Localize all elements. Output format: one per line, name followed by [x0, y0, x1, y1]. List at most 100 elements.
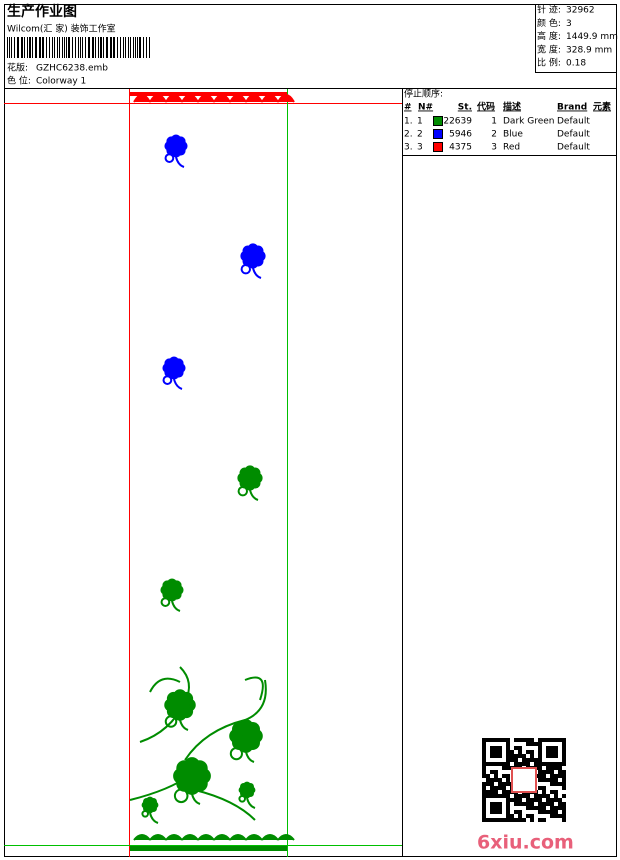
qr-module: [494, 818, 498, 822]
qr-module: [482, 802, 486, 806]
qr-module: [562, 750, 566, 754]
bar-stripe: [78, 37, 79, 58]
lace: [181, 834, 199, 841]
lace: [133, 834, 151, 841]
qr-module: [486, 790, 490, 794]
qr-module: [534, 742, 538, 746]
qr-module: [502, 786, 506, 790]
qr-module: [498, 806, 502, 810]
bar-stripe: [113, 37, 115, 58]
qr-module: [506, 766, 510, 770]
qr-module: [490, 762, 494, 766]
qr-module: [518, 798, 522, 802]
qr-module: [550, 810, 554, 814]
qr-module: [534, 798, 538, 802]
qr-module: [486, 818, 490, 822]
qr-module: [494, 806, 498, 810]
qr-module: [538, 758, 542, 762]
qr-module: [530, 814, 534, 818]
qr-module: [502, 782, 506, 786]
qr-module: [530, 818, 534, 822]
qr-module: [502, 738, 506, 742]
qr-module: [482, 790, 486, 794]
lace: [197, 834, 215, 841]
qr-module: [538, 802, 542, 806]
lace: [245, 834, 263, 841]
bar-stripe: [143, 37, 144, 58]
qr-module: [506, 802, 510, 806]
qr-module: [558, 762, 562, 766]
vine: [194, 789, 256, 821]
qr-module: [554, 810, 558, 814]
qr-module: [554, 782, 558, 786]
qr-module: [494, 810, 498, 814]
row-brand: Default: [557, 130, 590, 140]
bar-stripe: [128, 37, 129, 58]
qr-module: [514, 758, 518, 762]
row-brand: Default: [557, 143, 590, 153]
bar-stripe: [59, 37, 60, 58]
bar-stripe: [68, 37, 70, 58]
bud: [237, 486, 249, 497]
qr-module: [522, 754, 526, 758]
bud: [164, 715, 178, 728]
qr-module: [490, 794, 494, 798]
qr-module: [542, 818, 546, 822]
design-preview: [4, 89, 402, 857]
qr-module: [490, 782, 494, 786]
column-header: St.: [458, 103, 472, 113]
qr-module: [494, 774, 498, 778]
row-description: Blue: [503, 130, 523, 140]
qr-module: [514, 754, 518, 758]
qr-module: [526, 794, 530, 798]
stem: [175, 156, 185, 168]
qr-module: [550, 738, 554, 742]
qr-module: [542, 778, 546, 782]
qr-module: [506, 750, 510, 754]
barcode: [7, 37, 150, 58]
qr-module: [506, 798, 510, 802]
bar-stripe: [82, 37, 83, 58]
qr-module: [542, 790, 546, 794]
lace: [261, 834, 279, 841]
qr-module: [558, 806, 562, 810]
qr-module: [550, 766, 554, 770]
qr-module: [506, 746, 510, 750]
qr-module: [482, 770, 486, 774]
bar-stripe: [21, 37, 23, 58]
qr-module: [482, 754, 486, 758]
qr-module: [482, 750, 486, 754]
qr-module: [498, 810, 502, 814]
bar-stripe: [17, 37, 19, 58]
qr-module: [482, 746, 486, 750]
row-stitches: 5946: [449, 130, 472, 140]
info-label: 比 例:: [537, 57, 561, 69]
bar-stripe: [100, 37, 102, 58]
bar-stripe: [106, 37, 108, 58]
info-value: 3: [566, 19, 572, 29]
colorway-name: Colorway 1: [36, 77, 86, 87]
petal: [149, 798, 157, 806]
qr-module: [502, 790, 506, 794]
qr-module: [542, 806, 546, 810]
qr-module: [550, 762, 554, 766]
qr-module: [522, 794, 526, 798]
column-header: Brand: [557, 103, 587, 113]
row-code: 2: [491, 130, 497, 140]
qr-module: [558, 774, 562, 778]
qr-module: [498, 818, 502, 822]
bar-stripe: [14, 37, 15, 58]
qr-module: [554, 814, 558, 818]
info-box: [535, 4, 617, 73]
qr-module: [526, 738, 530, 742]
column-header: #: [404, 103, 412, 113]
vine: [129, 774, 191, 801]
qr-module: [494, 790, 498, 794]
row-brand: Default: [557, 117, 590, 127]
qr-module: [502, 818, 506, 822]
lace: [197, 94, 215, 103]
qr-module: [530, 798, 534, 802]
qr-module: [554, 790, 558, 794]
row-index: 3.: [404, 143, 413, 153]
